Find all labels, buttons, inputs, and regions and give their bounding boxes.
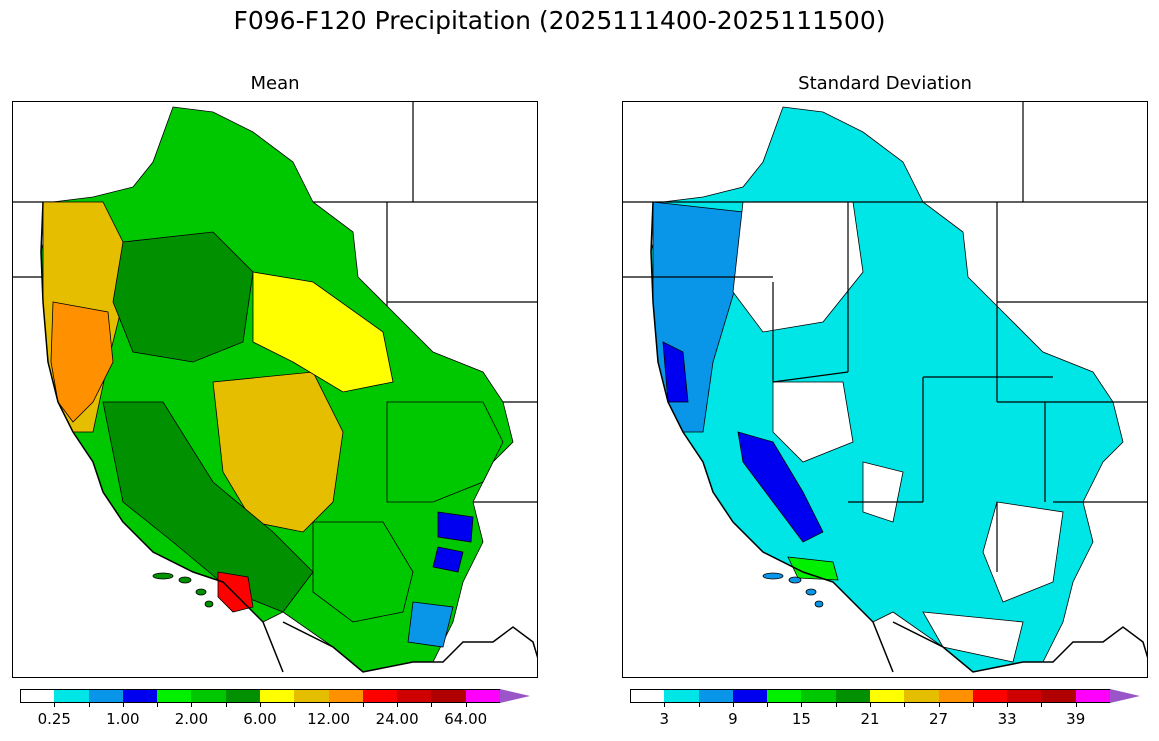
region-sierra bbox=[102, 401, 314, 613]
region-arizona-blue bbox=[407, 601, 454, 648]
colorbar-segment bbox=[1007, 689, 1042, 703]
stddev-map-panel bbox=[622, 101, 1148, 678]
colorbar-segment bbox=[1041, 689, 1076, 703]
colorbar-tick bbox=[328, 702, 330, 707]
colorbar-tick-label: 15 bbox=[791, 710, 811, 728]
colorbar-segment bbox=[431, 689, 466, 703]
colorbar-tick bbox=[698, 702, 700, 707]
colorbar-tick bbox=[904, 702, 906, 707]
region-sierra-dark bbox=[662, 341, 824, 543]
colorbar-tick-label: 3 bbox=[659, 710, 670, 728]
colorbar-tick bbox=[157, 702, 159, 707]
colorbar-segment bbox=[122, 689, 158, 703]
colorbar-segment bbox=[801, 689, 836, 703]
colorbar-segment bbox=[664, 689, 699, 703]
colorbar-tick-label: 1.00 bbox=[106, 710, 140, 728]
colorbar-tick bbox=[88, 702, 90, 707]
colorbar-tick-label: 39 bbox=[1066, 710, 1086, 728]
colorbar-segment bbox=[465, 689, 500, 703]
region-great-basin bbox=[212, 371, 344, 533]
colorbar-segment bbox=[191, 689, 226, 703]
region-idaho bbox=[112, 231, 254, 363]
colorbar-segment bbox=[732, 689, 768, 703]
colorbar-tick bbox=[191, 702, 193, 707]
colorbar-extend-arrow bbox=[500, 689, 530, 703]
region-utah bbox=[252, 271, 394, 393]
region-cascades bbox=[50, 301, 114, 423]
colorbar-tick bbox=[801, 702, 803, 707]
colorbar-tick-label: 6.00 bbox=[243, 710, 277, 728]
stddev-panel-title: Standard Deviation bbox=[798, 73, 972, 94]
channel-islands bbox=[152, 572, 214, 608]
colorbar-segment bbox=[260, 689, 295, 703]
colorbar-segment bbox=[698, 689, 733, 703]
colorbar-tick bbox=[835, 702, 837, 707]
region-colorado bbox=[386, 401, 504, 503]
colorbar-tick bbox=[362, 702, 364, 707]
colorbar-segment bbox=[294, 689, 329, 703]
colorbar-segment bbox=[225, 689, 260, 703]
colorbar-tick-label: 24.00 bbox=[375, 710, 419, 728]
colorbar-segment bbox=[904, 689, 939, 703]
colorbar-tick-label: 2.00 bbox=[174, 710, 209, 728]
colorbar-segment bbox=[20, 689, 56, 703]
colorbar-tick bbox=[465, 702, 467, 707]
colorbar-tick bbox=[664, 702, 666, 707]
colorbar-segment bbox=[1075, 689, 1110, 703]
colorbar-segment bbox=[397, 689, 432, 703]
colorbar-tick bbox=[225, 702, 227, 707]
colorbar-tick-label: 33 bbox=[997, 710, 1017, 728]
mean-panel-title: Mean bbox=[250, 73, 300, 94]
colorbar-tick bbox=[870, 702, 871, 707]
colorbar-tick bbox=[260, 702, 261, 707]
mean-map bbox=[13, 102, 537, 673]
colorbar-segment bbox=[938, 689, 973, 703]
mean-colorbar bbox=[20, 689, 532, 707]
colorbar-segment bbox=[972, 689, 1008, 703]
mean-map-panel bbox=[12, 101, 538, 678]
region-arizona bbox=[312, 521, 414, 623]
region-nm-white bbox=[922, 501, 1064, 663]
colorbar-segment bbox=[157, 689, 192, 703]
stddev-map bbox=[623, 102, 1147, 673]
colorbar-tick bbox=[732, 702, 734, 707]
colorbar-tick bbox=[1007, 702, 1009, 707]
colorbar-tick-label: 0.25 bbox=[37, 710, 71, 728]
colorbar-segment bbox=[54, 689, 89, 703]
colorbar-segment bbox=[835, 689, 870, 703]
colorbar-tick bbox=[1075, 702, 1077, 707]
colorbar-tick bbox=[972, 702, 974, 707]
colorbar-extend-arrow bbox=[1110, 689, 1140, 703]
colorbar-tick bbox=[767, 702, 769, 707]
colorbar-tick-label: 27 bbox=[929, 710, 949, 728]
colorbar-segment bbox=[767, 689, 802, 703]
colorbar-segment bbox=[328, 689, 363, 703]
colorbar-segment bbox=[630, 689, 666, 703]
figure-title: F096-F120 Precipitation (2025111400-2025… bbox=[233, 6, 886, 35]
region-socal-red bbox=[217, 571, 254, 613]
colorbar-tick bbox=[397, 702, 399, 707]
colorbar-tick-label: 12.00 bbox=[307, 710, 351, 728]
region-interior-cyan bbox=[650, 106, 1124, 673]
colorbar-tick bbox=[294, 702, 296, 707]
colorbar-segment bbox=[362, 689, 398, 703]
stddev-colorbar bbox=[630, 689, 1142, 707]
colorbar-tick bbox=[431, 702, 433, 707]
colorbar-tick bbox=[1041, 702, 1043, 707]
channel-islands-right bbox=[762, 572, 824, 608]
colorbar-segment bbox=[88, 689, 123, 703]
colorbar-tick bbox=[54, 702, 56, 707]
colorbar-tick bbox=[122, 702, 124, 707]
colorbar-tick bbox=[938, 702, 940, 707]
colorbar-tick-label: 9 bbox=[728, 710, 738, 728]
colorbar-segment bbox=[870, 689, 905, 703]
region-socal-green bbox=[787, 556, 839, 581]
colorbar-tick-label: 21 bbox=[860, 710, 880, 728]
region-nm-blue bbox=[432, 511, 474, 573]
colorbar-tick-label: 64.00 bbox=[444, 710, 488, 728]
